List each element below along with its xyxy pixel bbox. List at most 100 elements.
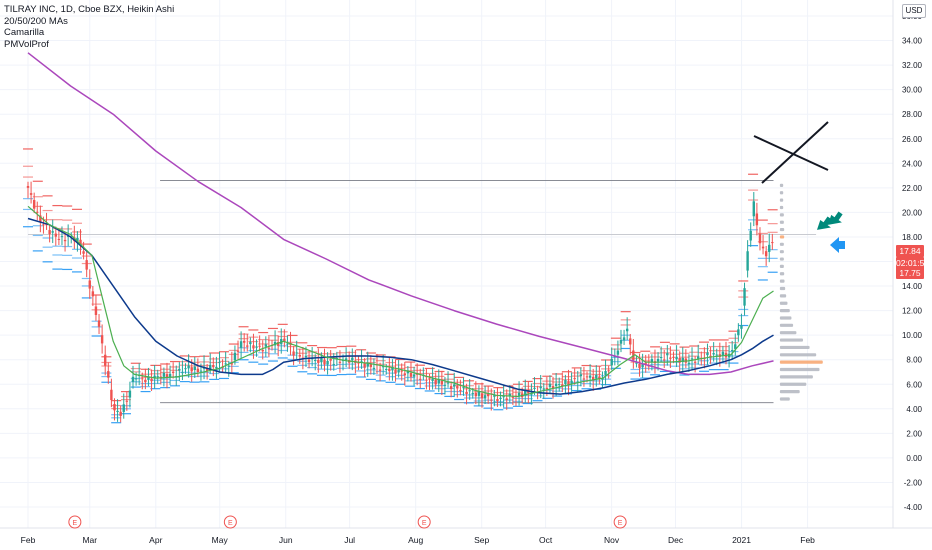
cross-line-2[interactable] [761, 121, 829, 184]
candle-body [131, 376, 135, 382]
last-price-badge: 17.84 [896, 245, 924, 257]
x-tick-label: Dec [668, 535, 684, 545]
candle-body [357, 362, 360, 364]
volume-profile-bar [779, 191, 784, 195]
candle-body [236, 350, 240, 352]
symbol-title[interactable]: TILRAY INC, 1D, Cboe BZX, Heikin Ashi [4, 4, 175, 15]
candle-body [397, 370, 400, 373]
candle-body [746, 251, 749, 271]
candle-body [113, 403, 116, 411]
candle-body [116, 410, 119, 413]
candle-body [697, 356, 700, 359]
candle-body [582, 378, 586, 380]
candle-body [524, 390, 527, 396]
candle-body [91, 291, 95, 297]
candle-body [147, 376, 150, 380]
candle-body [48, 230, 51, 235]
y-tick-label: 18.00 [902, 233, 923, 242]
candle-body [666, 353, 669, 356]
y-tick-label: -2.00 [904, 478, 923, 487]
candle-body [104, 354, 107, 366]
user-drawings[interactable] [753, 121, 846, 253]
candle-body [681, 357, 684, 363]
candle-body [453, 384, 456, 387]
up-arrow-icon[interactable] [825, 209, 845, 230]
earnings-marker-label: E [618, 520, 623, 527]
candle-body [76, 237, 79, 242]
candle-body [128, 390, 132, 398]
candle-body [233, 352, 237, 361]
candle-body [385, 369, 388, 371]
candle-body [110, 389, 113, 401]
candle-body [551, 386, 555, 389]
volume-profile-bar [779, 205, 784, 210]
x-tick-label: Aug [408, 535, 423, 545]
currency-label[interactable]: USD [902, 4, 926, 18]
candle-body [295, 352, 298, 354]
indicator-volprof[interactable]: PMVolProf [4, 38, 49, 50]
volume-profile-bar [779, 250, 784, 254]
volume-profile-bar [779, 257, 784, 261]
moving-averages [27, 52, 774, 398]
grid-lines [0, 0, 893, 528]
candle-body [406, 370, 410, 374]
volume-profile-bar [779, 375, 813, 379]
y-tick-label: 24.00 [902, 159, 923, 168]
earnings-marker [68, 515, 82, 529]
volume-profile-bar [779, 353, 817, 357]
y-tick-label: 32.00 [902, 61, 923, 70]
indicator-camarilla[interactable]: Camarilla [4, 27, 45, 38]
candle-body [752, 201, 755, 217]
candle-body [659, 356, 663, 358]
candle-body [771, 242, 774, 244]
candle-body [625, 328, 629, 332]
chart-legend: TILRAY INC, 1D, Cboe BZX, Heikin Ashi 20… [4, 4, 174, 50]
candle-body [317, 360, 320, 363]
indicator-ma[interactable]: 20/50/200 MAs [4, 15, 68, 27]
candle-body [97, 320, 101, 327]
candle-body [403, 373, 406, 376]
candle-body [190, 367, 193, 372]
candle-body [598, 376, 601, 380]
x-tick-label: 2021 [732, 535, 751, 545]
earnings-marker-label: E [422, 520, 427, 527]
candle-body [351, 357, 354, 361]
cross-line-1[interactable] [753, 135, 829, 171]
candle-body [456, 386, 459, 389]
left-arrow-icon[interactable] [830, 237, 845, 253]
candle-body [672, 356, 675, 359]
candle-body [419, 378, 422, 380]
candle-body [29, 193, 33, 195]
candle-body [573, 378, 576, 380]
candle-body [26, 186, 30, 188]
candle-body [307, 359, 311, 363]
volume-profile-bar [779, 382, 807, 386]
candle-body [381, 366, 385, 368]
candle-body [449, 386, 453, 389]
candle-body [764, 251, 768, 257]
candle-body [332, 363, 335, 365]
candle-body [209, 364, 212, 369]
candle-body [687, 362, 691, 365]
x-tick-label: Feb [800, 535, 815, 545]
candle-body [663, 359, 666, 361]
candle-body [539, 386, 542, 389]
candle-body [533, 387, 536, 389]
volume-profile-bar [779, 183, 784, 187]
candle-body [737, 329, 740, 336]
candle-body [205, 368, 209, 372]
x-tick-label: Nov [604, 535, 620, 545]
candle-body [638, 363, 641, 369]
time-axis[interactable]: Feb Mar Apr May Jun Jul Aug Sep Oct Nov Dec 2021 Feb [21, 535, 815, 545]
volume-profile-bar [779, 198, 784, 202]
candle-body [607, 370, 610, 372]
candle-body [428, 378, 431, 380]
candle-body [740, 325, 743, 329]
candle-body [622, 337, 626, 341]
candle-body [591, 376, 595, 381]
candle-body [570, 380, 573, 385]
up-arrow-icon[interactable] [815, 214, 835, 235]
candle-body [323, 359, 326, 365]
candle-body [409, 372, 413, 377]
